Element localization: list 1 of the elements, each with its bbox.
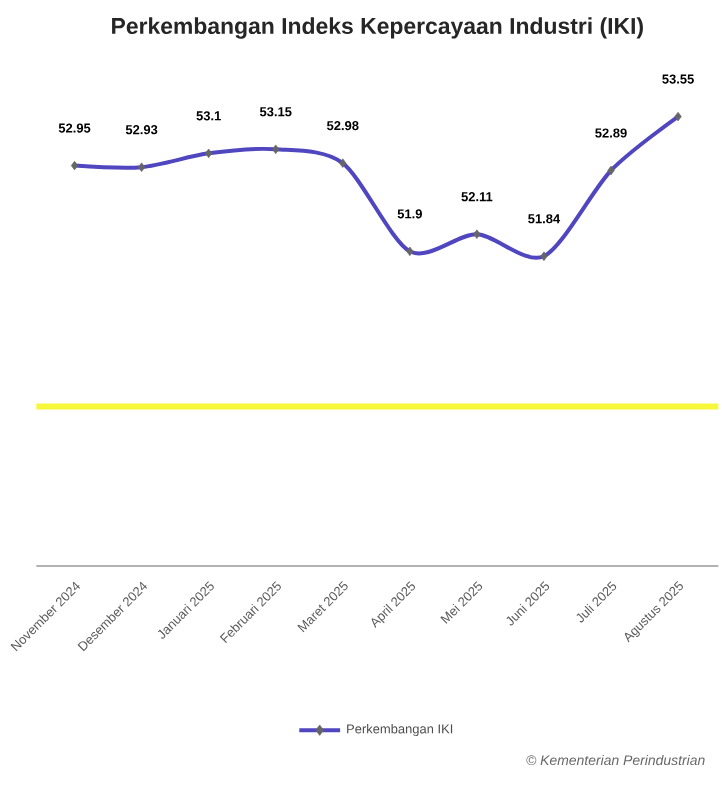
chart-title: Perkembangan Indeks Kepercayaan Industri (IKI): [112, 17, 644, 39]
